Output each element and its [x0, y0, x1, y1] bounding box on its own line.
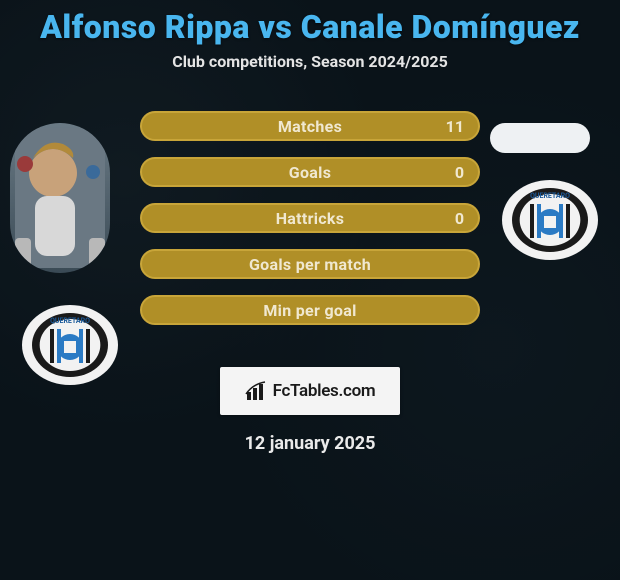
comparison-card: Alfonso Rippa vs Canale Domínguez Club c… [0, 0, 620, 580]
crest-top-text: QUERETARO [530, 192, 570, 200]
stat-label: Hattricks [276, 209, 345, 228]
stat-row-goals: Goals 0 [140, 157, 480, 187]
stat-label: Goals [289, 163, 331, 182]
subtitle: Club competitions, Season 2024/2025 [172, 52, 448, 71]
stat-value-right: 0 [455, 163, 464, 182]
source-logo: FcTables.com [220, 367, 400, 415]
crest-icon: QUERETARO [20, 303, 120, 387]
page-title: Alfonso Rippa vs Canale Domínguez [40, 8, 580, 46]
stat-label: Matches [278, 117, 342, 136]
stat-label: Min per goal [263, 301, 356, 320]
bar-chart-icon [245, 380, 267, 402]
stat-row-matches: Matches 11 [140, 111, 480, 141]
logo-text: FcTables.com [273, 381, 376, 401]
player-right-photo [490, 123, 590, 153]
stat-label: Goals per match [249, 255, 371, 274]
crest-icon: QUERETARO [500, 178, 600, 262]
stat-row-min-per-goal: Min per goal [140, 295, 480, 325]
stat-value-right: 0 [455, 209, 464, 228]
crest-top-text: QUERETARO [50, 317, 90, 325]
stat-row-hattricks: Hattricks 0 [140, 203, 480, 233]
club-left-crest: QUERETARO [20, 303, 120, 387]
player-silhouette-icon [15, 128, 105, 268]
date-text: 12 january 2025 [245, 433, 376, 454]
player-left-photo [10, 123, 110, 273]
stats-list: Matches 11 Goals 0 Hattricks 0 Goals per… [140, 111, 480, 325]
club-right-crest: QUERETARO [500, 178, 600, 262]
stat-row-goals-per-match: Goals per match [140, 249, 480, 279]
stat-value-right: 11 [446, 117, 464, 136]
